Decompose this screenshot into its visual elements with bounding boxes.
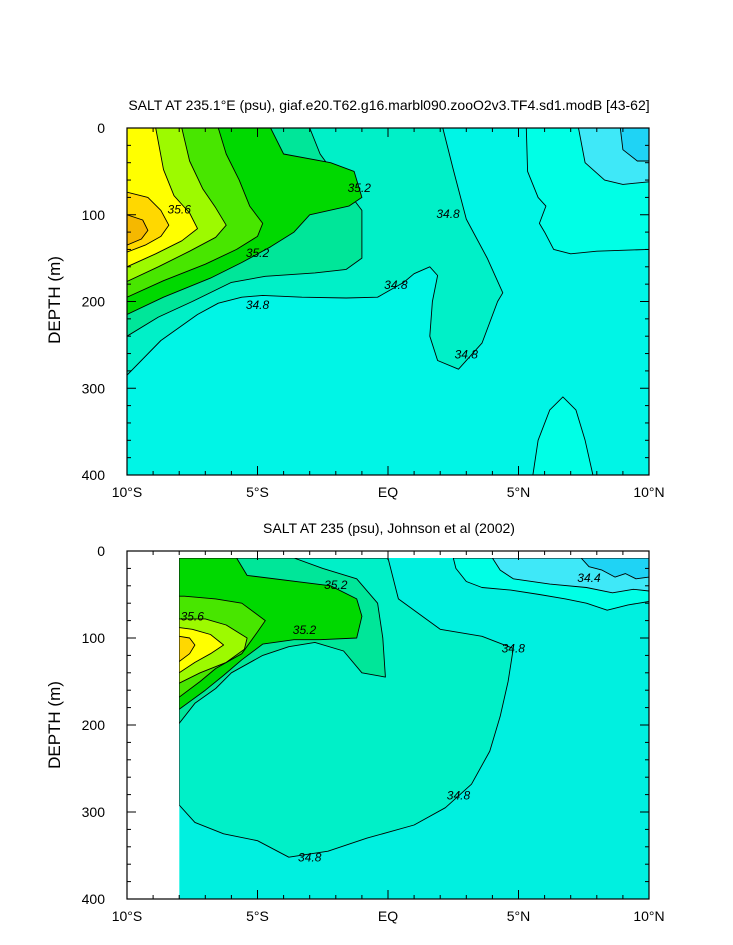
contour-label: 34.8 [246,298,270,312]
contour-label: 34.4 [577,571,601,585]
x-tick-label: 10°S [112,908,143,924]
panel-upper: SALT AT 235.1°E (psu), giaf.e20.T62.g16.… [45,97,665,500]
y-tick-label: 100 [82,630,106,646]
contour-label: 35.6 [181,609,205,623]
panel-upper-plot-area: 35.6 35.2 35.2 34.8 34.8 34.8 34.8 10°S 5°S EQ 5°N… [82,120,665,500]
x-tick-label: 5°S [246,908,269,924]
contour-label: 35.2 [348,181,372,195]
panel-lower-plot-area: 35.6 35.2 35.2 34.4 34.8 34.8 34.8 10°S 5°S EQ 5°N… [82,543,665,924]
contour-label: 35.2 [246,246,270,260]
contour-label: 34.8 [447,789,471,803]
contour-label: 34.8 [502,641,526,655]
y-tick-label: 200 [82,717,106,733]
y-tick-label: 300 [82,380,106,396]
y-tick-label: 200 [82,294,106,310]
salinity-region-36-2 [127,214,149,246]
salinity-region-35-2 [179,557,363,710]
contour-field [127,128,649,475]
contour-label: 35.2 [293,623,317,637]
x-tick-label: 10°N [633,484,664,500]
salinity-region-34-4 [619,128,649,162]
x-tick-label: 5°N [507,908,531,924]
contour-label: 34.8 [298,850,322,864]
contour-label: 35.2 [324,578,348,592]
y-tick-label: 400 [82,891,106,907]
x-tick-label: 10°N [633,908,664,924]
y-tick-label: 100 [82,207,106,223]
panel-lower-y-axis-label: DEPTH (m) [45,681,64,769]
salinity-region-34-4 [580,557,649,580]
y-tick-label: 0 [97,120,105,136]
x-tick-label: 5°S [246,484,269,500]
panel-lower-title: SALT AT 235 (psu), Johnson et al (2002) [263,520,515,536]
x-tick-label: 5°N [507,484,531,500]
contour-label: 34.8 [455,347,479,361]
contour-label: 35.6 [168,203,192,217]
x-tick-label: EQ [378,908,398,924]
panel-upper-title: SALT AT 235.1°E (psu), giaf.e20.T62.g16.… [128,97,649,113]
y-tick-label: 300 [82,804,106,820]
panel-upper-y-axis-label: DEPTH (m) [45,256,64,344]
contour-field [179,557,649,899]
salinity-region-34-7 [532,396,594,475]
panel-lower: SALT AT 235 (psu), Johnson et al (2002) … [45,520,665,924]
x-tick-label: EQ [378,484,398,500]
contour-label: 34.8 [384,278,408,292]
contour-label: 34.8 [436,207,460,221]
y-tick-label: 400 [82,467,106,483]
salinity-region-36-0 [179,635,196,662]
x-tick-label: 10°S [112,484,143,500]
y-tick-label: 0 [97,543,105,559]
